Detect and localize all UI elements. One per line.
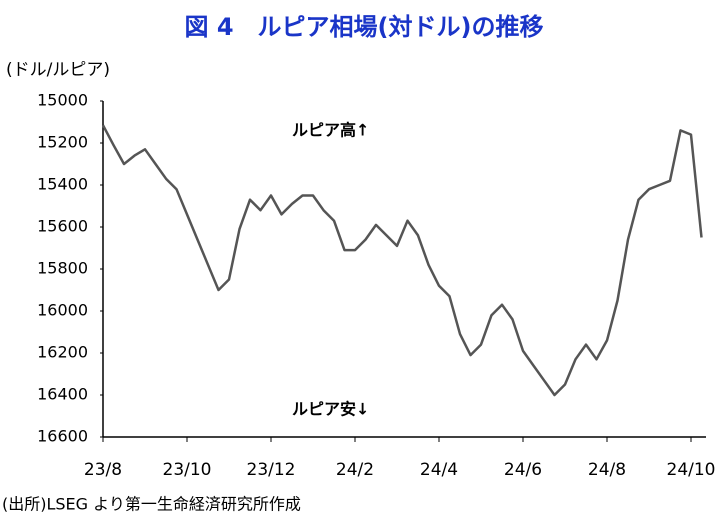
y-tick-label: 16400 (37, 385, 88, 404)
x-tick-label: 23/10 (163, 460, 212, 480)
series-line (101, 124, 703, 397)
x-tick-label: 24/4 (420, 460, 458, 480)
y-tick-label: 16600 (37, 427, 88, 446)
y-tick-label: 15800 (37, 259, 88, 278)
x-tick-label: 23/8 (84, 460, 122, 480)
x-tick-label: 24/8 (588, 460, 626, 480)
x-tick-label: 24/10 (667, 460, 716, 480)
annotation: ルピア安↓ (292, 400, 369, 419)
x-tick-label: 23/12 (247, 460, 296, 480)
y-axis-label: (ドル/ルピア) (6, 60, 110, 80)
chart-title: 図 4 ルピア相場(対ドル)の推移 (185, 13, 544, 41)
annotation: ルピア高↑ (292, 121, 369, 140)
source-note: (出所)LSEG より第一生命経済研究所作成 (2, 495, 301, 514)
y-tick-label: 15000 (37, 91, 88, 110)
y-tick-label: 16000 (37, 301, 88, 320)
y-tick-label: 15600 (37, 217, 88, 236)
x-tick-label: 24/6 (504, 460, 542, 480)
x-tick-label: 24/2 (336, 460, 374, 480)
y-tick-label: 15200 (37, 133, 88, 152)
y-tick-label: 15400 (37, 175, 88, 194)
y-tick-label: 16200 (37, 343, 88, 362)
